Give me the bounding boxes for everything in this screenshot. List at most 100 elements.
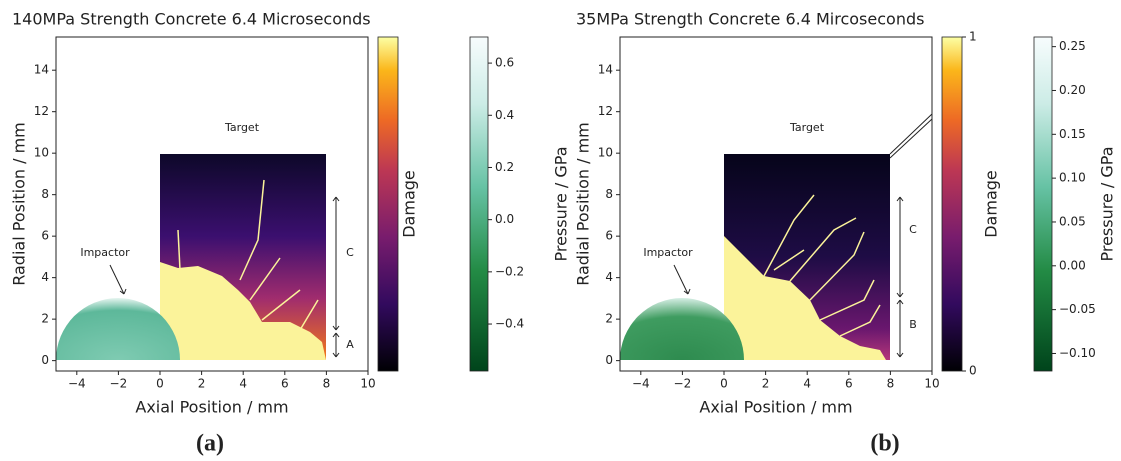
y-tick-label: 8 <box>41 187 49 201</box>
crack <box>819 279 875 321</box>
colorbar <box>1033 36 1053 372</box>
y-tick-label: 2 <box>605 312 613 326</box>
arrow <box>332 332 337 338</box>
crack <box>809 231 865 301</box>
y-axis-label: Radial Position / mm <box>10 122 29 286</box>
y-tick-label: 14 <box>598 63 613 77</box>
arrow <box>335 352 340 358</box>
x-tick-label: −2 <box>674 377 692 391</box>
annotation: A <box>346 338 354 351</box>
impactor <box>56 298 180 360</box>
x-tick-label: 6 <box>281 377 289 391</box>
arrow <box>899 196 904 202</box>
colorbar-tick-label: 0.10 <box>1059 171 1086 185</box>
caption: (a) <box>196 431 224 457</box>
y-tick-label: 12 <box>34 104 49 118</box>
x-tick-label: −4 <box>632 377 650 391</box>
y-tick-label: 0 <box>605 353 613 367</box>
colorbar-tick-label: 0.6 <box>495 56 514 70</box>
x-tick-label: 0 <box>720 377 728 391</box>
y-tick-label: 10 <box>598 146 613 160</box>
arrow <box>335 332 340 338</box>
arrow <box>332 325 337 331</box>
annotation: Target <box>224 121 260 134</box>
colorbar-tick-label: −0.10 <box>1059 346 1096 360</box>
chart-title: 35MPa Strength Concrete 6.4 Mircoseconds <box>576 10 924 29</box>
colorbar-tick-label: 0.00 <box>1059 258 1086 272</box>
x-tick-label: −2 <box>110 377 128 391</box>
arrow <box>687 288 691 295</box>
x-tick-label: 6 <box>845 377 853 391</box>
panel: 35MPa Strength Concrete 6.4 Mircoseconds… <box>574 10 1117 457</box>
colorbar-tick-label: 0.20 <box>1059 83 1086 97</box>
x-tick-label: 10 <box>360 377 375 391</box>
x-tick-label: 4 <box>239 377 247 391</box>
arrow <box>889 118 933 159</box>
colorbar-tick-label: 0.4 <box>495 108 514 122</box>
crack <box>249 257 281 301</box>
x-tick-label: 8 <box>323 377 331 391</box>
colorbar-tick-label: 0.2 <box>495 160 514 174</box>
arrow <box>119 290 125 295</box>
crack <box>299 299 319 331</box>
y-tick-label: 10 <box>34 146 49 160</box>
annotation: C <box>909 223 917 236</box>
crack <box>839 304 881 337</box>
arrow <box>335 196 340 202</box>
x-tick-label: 8 <box>887 377 895 391</box>
arrow <box>899 299 904 305</box>
y-axis-label: Radial Position / mm <box>574 122 593 286</box>
crack <box>773 249 805 271</box>
damaged-region <box>160 262 326 360</box>
colorbar-tick-label: 0.15 <box>1059 127 1086 141</box>
crack <box>789 217 857 282</box>
y-tick-label: 12 <box>598 104 613 118</box>
annotation: C <box>346 246 354 259</box>
crack <box>239 179 265 281</box>
y-tick-label: 0 <box>41 353 49 367</box>
y-tick-label: 6 <box>41 229 49 243</box>
colorbar-label: Pressure / GPa <box>552 146 571 261</box>
y-tick-label: 2 <box>41 312 49 326</box>
x-tick-label: 2 <box>198 377 206 391</box>
arrow <box>896 299 901 305</box>
crack <box>763 194 815 277</box>
y-tick-label: 8 <box>605 187 613 201</box>
arrow <box>673 264 689 295</box>
colorbar-tick-label: 0.05 <box>1059 214 1086 228</box>
arrow <box>332 352 337 358</box>
colorbar <box>377 36 399 372</box>
y-tick-label: 4 <box>41 270 49 284</box>
damaged-region <box>724 236 886 360</box>
colorbar-tick-label: −0.2 <box>495 264 524 278</box>
colorbar-label: Pressure / GPa <box>1098 146 1117 261</box>
arrow <box>899 352 904 358</box>
colorbar-tick-label: −0.4 <box>495 317 524 331</box>
impactor <box>620 298 744 360</box>
arrow <box>899 292 904 298</box>
x-tick-label: −4 <box>68 377 86 391</box>
colorbar <box>469 36 489 372</box>
annotation: Impactor <box>643 246 693 259</box>
axes-frame <box>55 36 369 372</box>
colorbar <box>941 36 963 372</box>
colorbar-label: Damage <box>400 170 419 238</box>
arrow <box>109 264 125 295</box>
x-tick-label: 0 <box>156 377 164 391</box>
y-tick-label: 14 <box>34 63 49 77</box>
arrow <box>889 113 933 155</box>
arrow <box>683 290 689 295</box>
colorbar-label: Damage <box>982 170 1001 238</box>
colorbar-tick-label: −0.05 <box>1059 302 1096 316</box>
chart-title: 140MPa Strength Concrete 6.4 Microsecond… <box>12 10 371 29</box>
arrow <box>896 196 901 202</box>
x-tick-label: 4 <box>803 377 811 391</box>
x-tick-label: 2 <box>762 377 770 391</box>
colorbar-tick-label: 0 <box>969 364 977 378</box>
crack <box>261 289 301 321</box>
arrow <box>896 352 901 358</box>
arrow <box>332 196 337 202</box>
colorbar-tick-label: 1 <box>969 30 977 44</box>
annotation: Target <box>789 121 825 134</box>
